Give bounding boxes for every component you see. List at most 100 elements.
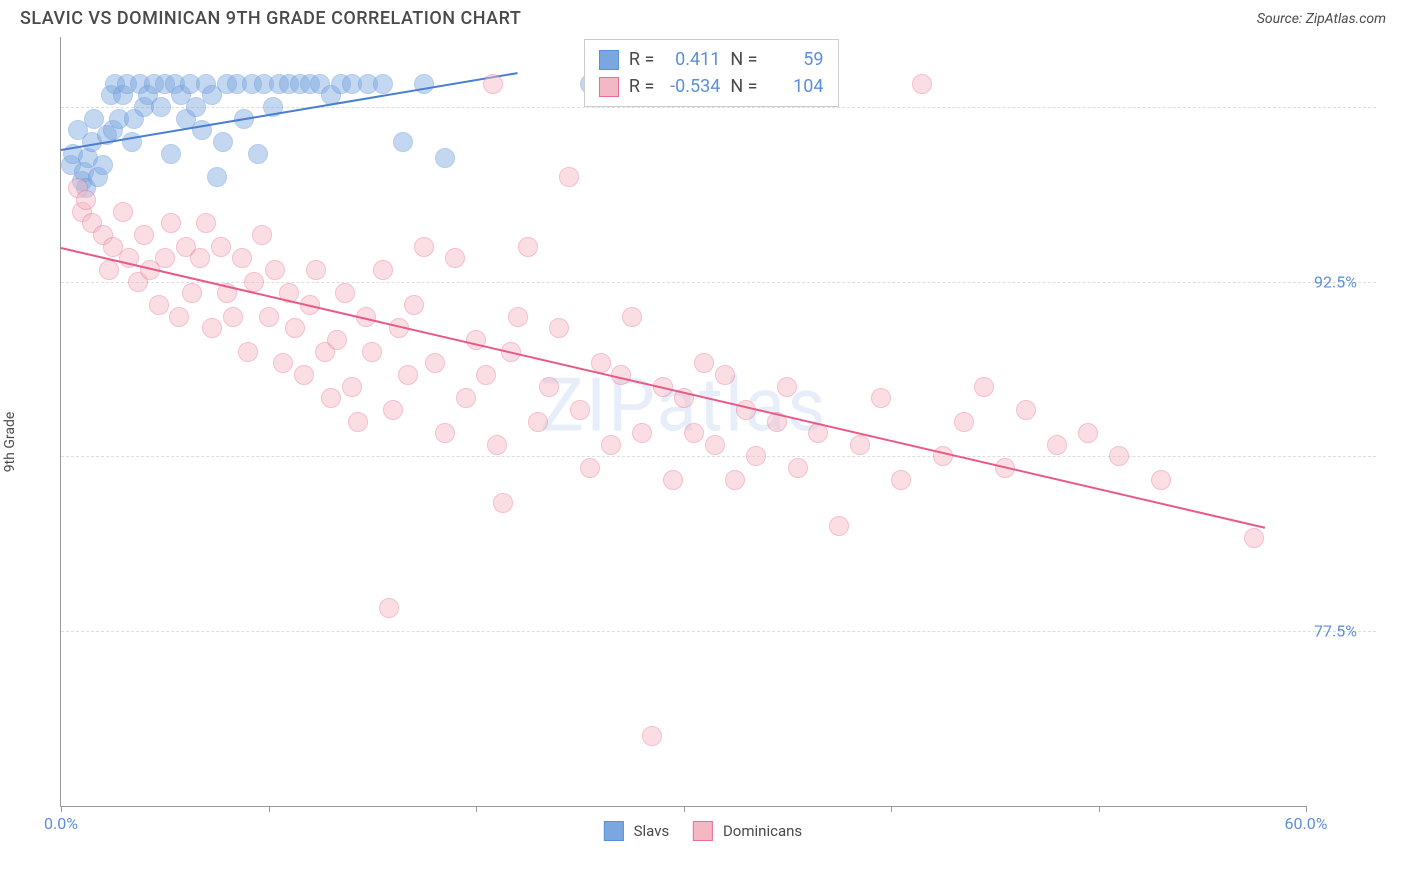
data-point — [508, 307, 528, 327]
data-point — [76, 190, 96, 210]
x-tick-label: 60.0% — [1285, 806, 1328, 833]
data-point — [425, 353, 445, 373]
x-tick-label: 0.0% — [44, 806, 78, 833]
y-tick-label: 77.5% — [1306, 622, 1357, 641]
x-tick — [476, 806, 477, 812]
x-tick — [891, 806, 892, 812]
data-point — [342, 377, 362, 397]
trend-line — [61, 247, 1265, 529]
data-point — [265, 260, 285, 280]
data-point — [487, 435, 507, 455]
gridline — [61, 631, 1376, 632]
stat-n-label: N = — [730, 73, 757, 100]
data-point — [169, 307, 189, 327]
data-point — [211, 237, 231, 257]
data-point — [213, 132, 233, 152]
data-point — [190, 248, 210, 268]
data-point — [373, 74, 393, 94]
data-point — [850, 435, 870, 455]
data-point — [912, 74, 932, 94]
data-point — [715, 365, 735, 385]
data-point — [306, 260, 326, 280]
legend-swatch-dominicans — [693, 821, 713, 841]
data-point — [404, 295, 424, 315]
stat-swatch-slavs — [599, 50, 619, 70]
gridline — [61, 107, 1376, 108]
data-point — [244, 272, 264, 292]
bottom-legend: Slavs Dominicans — [604, 821, 802, 841]
data-point — [777, 377, 797, 397]
data-point — [725, 470, 745, 490]
plot-area: ZIPatlas R = 0.411 N = 59 R = -0.534 N =… — [60, 37, 1306, 807]
data-point — [435, 148, 455, 168]
data-point — [622, 307, 642, 327]
data-point — [273, 353, 293, 373]
data-point — [238, 342, 258, 362]
data-point — [580, 458, 600, 478]
data-point — [954, 412, 974, 432]
data-point — [483, 74, 503, 94]
chart-title: SLAVIC VS DOMINICAN 9TH GRADE CORRELATIO… — [20, 8, 521, 29]
data-point — [182, 283, 202, 303]
data-point — [161, 213, 181, 233]
data-point — [1109, 446, 1129, 466]
x-tick — [684, 806, 685, 812]
data-point — [528, 412, 548, 432]
data-point — [414, 237, 434, 257]
legend-label-slavs: Slavs — [634, 822, 670, 840]
stat-row-dominicans: R = -0.534 N = 104 — [599, 73, 824, 100]
data-point — [1078, 423, 1098, 443]
data-point — [1047, 435, 1067, 455]
data-point — [252, 225, 272, 245]
data-point — [151, 97, 171, 117]
data-point — [1151, 470, 1171, 490]
data-point — [232, 248, 252, 268]
stat-r-slavs: 0.411 — [664, 46, 720, 73]
data-point — [327, 330, 347, 350]
data-point — [632, 423, 652, 443]
data-point — [134, 225, 154, 245]
stat-n-slavs: 59 — [768, 46, 824, 73]
data-point — [348, 412, 368, 432]
data-point — [493, 493, 513, 513]
data-point — [383, 400, 403, 420]
data-point — [248, 144, 268, 164]
data-point — [871, 388, 891, 408]
data-point — [155, 248, 175, 268]
data-point — [373, 260, 393, 280]
data-point — [113, 202, 133, 222]
data-point — [202, 318, 222, 338]
stat-r-dominicans: -0.534 — [664, 73, 720, 100]
stat-n-dominicans: 104 — [768, 73, 824, 100]
data-point — [1244, 528, 1264, 548]
stat-n-label: N = — [730, 46, 757, 73]
data-point — [196, 213, 216, 233]
data-point — [570, 400, 590, 420]
data-point — [285, 318, 305, 338]
data-point — [259, 307, 279, 327]
data-point — [99, 260, 119, 280]
data-point — [642, 726, 662, 746]
data-point — [223, 307, 243, 327]
data-point — [321, 388, 341, 408]
stat-swatch-dominicans — [599, 77, 619, 97]
data-point — [149, 295, 169, 315]
data-point — [788, 458, 808, 478]
data-point — [362, 342, 382, 362]
x-tick — [1099, 806, 1100, 812]
gridline — [61, 456, 1376, 457]
stat-row-slavs: R = 0.411 N = 59 — [599, 46, 824, 73]
data-point — [694, 353, 714, 373]
data-point — [559, 167, 579, 187]
stat-r-label: R = — [629, 46, 654, 73]
data-point — [456, 388, 476, 408]
chart-container: 9th Grade ZIPatlas R = 0.411 N = 59 R = … — [20, 37, 1386, 847]
data-point — [435, 423, 455, 443]
stat-r-label: R = — [629, 73, 654, 100]
data-point — [601, 435, 621, 455]
legend-item-dominicans: Dominicans — [693, 821, 802, 841]
data-point — [476, 365, 496, 385]
data-point — [335, 283, 355, 303]
data-point — [161, 144, 181, 164]
data-point — [93, 155, 113, 175]
